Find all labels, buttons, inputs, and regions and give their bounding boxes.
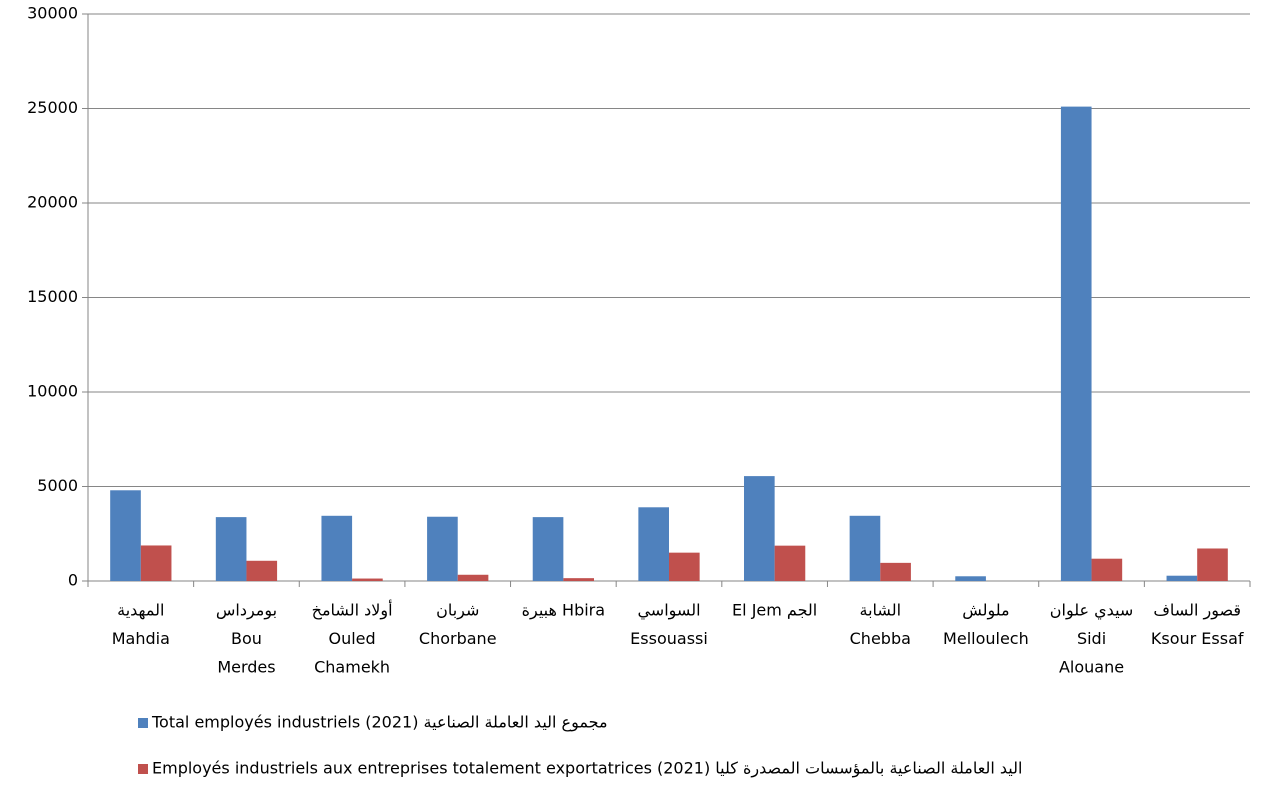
- legend-label: Total employés industriels (2021) مجموع …: [151, 713, 608, 733]
- x-tick-label: هبيرة Hbira: [522, 601, 605, 621]
- bar: [140, 545, 172, 581]
- bar: [1197, 548, 1228, 581]
- bar: [955, 576, 986, 581]
- legend-label: Employés industriels aux entreprises tot…: [152, 759, 1022, 779]
- legend-swatch: [138, 764, 148, 774]
- x-tick-label: Chamekh: [314, 658, 390, 677]
- x-tick-label: سيدي علوان: [1050, 601, 1134, 621]
- bar: [1166, 575, 1198, 581]
- y-tick-label: 10000: [27, 382, 78, 401]
- bar: [849, 515, 881, 581]
- bar: [1091, 558, 1123, 581]
- bar: [774, 545, 806, 581]
- bar: [669, 552, 700, 581]
- x-tick-label: Alouane: [1059, 658, 1124, 677]
- x-tick-label: المهدية: [117, 601, 164, 621]
- x-tick-label: السواسي: [637, 601, 700, 621]
- bar: [638, 507, 669, 581]
- legend-swatch: [138, 718, 148, 728]
- bar: [1060, 106, 1092, 582]
- x-tick-label: قصور الساف: [1153, 601, 1241, 621]
- x-tick-label: Essouassi: [630, 629, 708, 648]
- x-tick-label: الشابة: [860, 601, 902, 620]
- x-tick-label: أولاد الشامخ: [312, 600, 393, 621]
- bar: [427, 516, 458, 581]
- x-tick-label: Mahdia: [112, 629, 170, 648]
- x-tick-label: Bou: [231, 629, 262, 648]
- y-tick-label: 5000: [37, 476, 78, 495]
- x-tick-label: Merdes: [217, 658, 275, 677]
- x-tick-label: Chebba: [850, 629, 911, 648]
- x-tick-label: Ksour Essaf: [1151, 629, 1244, 648]
- x-tick-label: Chorbane: [419, 629, 497, 648]
- bar: [321, 515, 353, 581]
- x-tick-label: بومرداس: [216, 601, 277, 621]
- y-tick-label: 30000: [27, 4, 78, 23]
- y-tick-label: 0: [68, 571, 78, 590]
- x-tick-label: Sidi: [1077, 629, 1106, 648]
- y-tick-label: 20000: [27, 193, 78, 212]
- x-tick-label: Ouled: [328, 629, 375, 648]
- bar: [110, 490, 141, 581]
- x-tick-label: شربان: [436, 601, 479, 621]
- bar: [457, 574, 489, 581]
- bar: [532, 517, 564, 581]
- bar: [563, 578, 594, 581]
- bar: [215, 517, 247, 581]
- x-tick-label: ملولش: [962, 601, 1009, 621]
- bar: [880, 562, 911, 581]
- bar: [352, 578, 383, 581]
- y-tick-label: 15000: [27, 287, 78, 306]
- bar: [246, 560, 278, 581]
- bar: [744, 476, 775, 581]
- y-tick-label: 25000: [27, 98, 78, 117]
- x-tick-label: Melloulech: [943, 629, 1029, 648]
- x-tick-label: El Jem الجم: [732, 601, 817, 620]
